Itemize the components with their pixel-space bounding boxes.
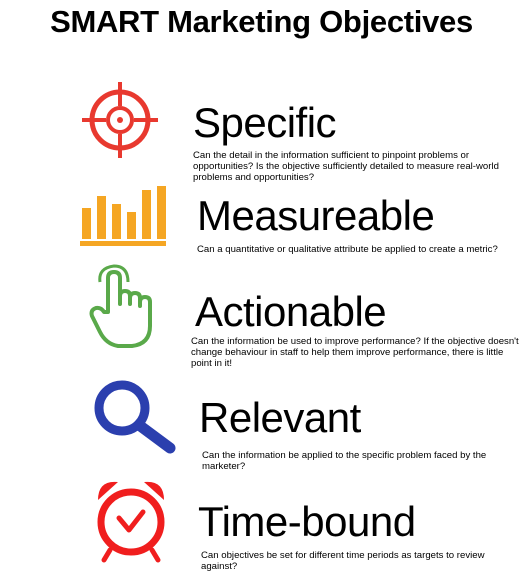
heading-relevant: Relevant (199, 394, 361, 441)
description-specific: Can the detail in the information suffic… (193, 150, 499, 183)
target-icon (82, 82, 158, 158)
alarm-clock-icon (97, 481, 165, 563)
description-actionable: Can the information be used to improve p… (191, 336, 519, 369)
heading-measureable: Measureable (197, 192, 435, 239)
description-relevant: Can the information be applied to the sp… (202, 450, 487, 472)
description-timebound: Can objectives be set for different time… (201, 550, 485, 572)
magnifying-glass-icon (94, 380, 176, 454)
heading-specific: Specific (193, 99, 337, 146)
heading-actionable: Actionable (195, 288, 387, 335)
description-measureable: Can a quantitative or qualitative attrib… (197, 244, 498, 255)
heading-timebound: Time-bound (198, 498, 416, 545)
pointing-hand-icon (89, 264, 152, 348)
page-title: SMART Marketing Objectives (50, 4, 473, 39)
bar-chart-icon (80, 186, 166, 246)
